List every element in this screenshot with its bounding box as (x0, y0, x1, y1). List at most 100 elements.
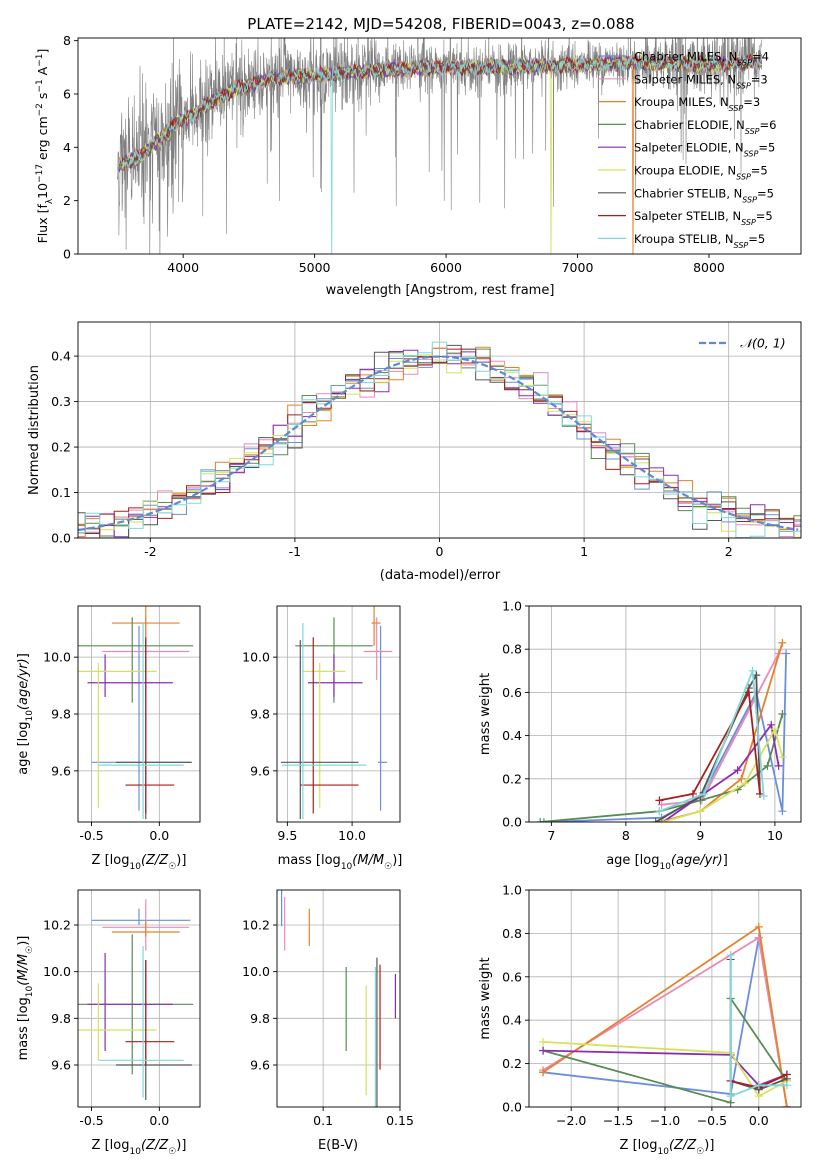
label-part: (age/yr) (16, 658, 31, 710)
label-part: )] (176, 853, 186, 868)
x-tick-label: 10.0 (338, 828, 366, 843)
legend-subscript: SSP (741, 218, 756, 227)
y-axis-label-part: s (35, 93, 50, 104)
y-axis-label-part: ] (35, 49, 50, 54)
y-tick-label: 9.6 (250, 763, 270, 778)
weight-marker (657, 800, 666, 809)
weight-marker (778, 638, 787, 647)
weight-marker (655, 796, 664, 805)
label-part: 10 (657, 1147, 669, 1157)
weight-marker (536, 818, 545, 822)
legend-subscript: SSP (737, 58, 752, 67)
x-tick-label: 5000 (299, 260, 331, 275)
plot-area (117, 38, 763, 254)
mass-vs-EBV-panel: 0.1 0.15 9.6 9.8 10.0 10.2 E(B-V) (242, 889, 414, 1153)
label-part: 10 (25, 710, 35, 722)
label-part: age [log (16, 722, 31, 775)
x-axis-label: wavelength [Angstrom, rest frame] (326, 283, 555, 298)
weight-marker (754, 1081, 763, 1090)
figure-title: PLATE=2142, MJD=54208, FIBERID=0043, z=0… (247, 15, 634, 33)
legend-series-name: Salpeter ELODIE, N (634, 141, 744, 155)
legend-entry: Chabrier ELODIE, NSSP=6 (634, 118, 776, 136)
legend-series-name: Salpeter MILES, N (634, 72, 736, 86)
y-axis-label-part: 10 (35, 183, 50, 199)
y-tick-label: 9.8 (51, 707, 71, 722)
axes-frame (528, 605, 802, 823)
weight-marker (763, 761, 772, 770)
x-tick-label: 0.1 (313, 1113, 333, 1128)
y-tick-label: 10.2 (43, 918, 71, 933)
y-axis-label: mass weight (478, 673, 493, 755)
label-part: 10 (25, 985, 35, 997)
label-part: (Z/Z (669, 1138, 697, 1153)
label-part: 10 (129, 1147, 141, 1157)
weight-marker (726, 1092, 735, 1101)
legend-count: =4 (752, 50, 769, 64)
weight-marker (782, 1081, 791, 1090)
weight-marker (741, 779, 750, 788)
y-axis-label: Normed distribution (27, 365, 42, 495)
y-tick-label: 8 (63, 33, 71, 48)
label-part: ☉ (168, 1147, 176, 1157)
weight-marker (726, 951, 735, 960)
mass-vs-Z-panel: -0.5 0.09.69.810.010.2Z [log10(Z/Z☉)]mass… (16, 889, 201, 1157)
histogram-8 (78, 341, 801, 538)
weight-vs-Z-panel: −2.0 −1.5 −1.0 −0.5 0.0 0.0 0.2 0.4 0.6 0.8 1.0 mas… (478, 883, 802, 1157)
y-tick-label: 0.0 (502, 1100, 522, 1115)
legend-count: =5 (751, 164, 768, 178)
weight-marker (539, 818, 548, 822)
x-tick-label: 8 (622, 828, 630, 843)
weight-marker (748, 666, 757, 675)
y-tick-label: 10.2 (242, 918, 270, 933)
label-part: ] (723, 853, 728, 868)
label-part: mass [log (16, 997, 31, 1060)
weight-marker (782, 1103, 791, 1107)
y-tick-label: 4 (63, 140, 71, 155)
label-part: 10 (341, 862, 353, 872)
label-part: ☉ (384, 862, 392, 872)
model-spectrum-6 (118, 54, 762, 171)
weight-marker (782, 649, 791, 658)
weight-line-7 (659, 689, 761, 802)
label-part: )] (16, 936, 31, 946)
label-part: )] (392, 853, 402, 868)
legend-subscript: SSP (745, 126, 760, 135)
x-tick-label: 0.15 (386, 1113, 414, 1128)
label-part: Z [log (620, 1138, 658, 1153)
model-spectrum-8 (118, 53, 763, 254)
y-tick-label: 0 (63, 247, 71, 262)
x-tick-label: 7 (547, 828, 555, 843)
x-axis-label: Z [log10(Z/Z☉)] (620, 1138, 715, 1157)
legend-count: =5 (757, 186, 774, 200)
y-tick-label: 9.8 (250, 707, 270, 722)
legend-subscript: SSP (729, 104, 744, 113)
legend-entry: Kroupa ELODIE, NSSP=5 (634, 164, 768, 182)
weight-line-0 (543, 653, 787, 822)
weight-line-3 (540, 713, 784, 822)
y-tick-label: 10.0 (242, 964, 270, 979)
legend-series-name: Kroupa STELIB, N (634, 232, 734, 246)
y-axis-label-part: −1 (35, 79, 45, 92)
y-tick-label: 1.0 (502, 599, 522, 614)
y-tick-label: 9.8 (51, 1011, 71, 1026)
weight-marker (778, 807, 787, 816)
weight-marker (759, 792, 768, 801)
y-tick-label: 10.0 (242, 650, 270, 665)
weight-line-8 (729, 955, 787, 1098)
axes-frame (77, 37, 802, 255)
weight-marker (770, 725, 779, 734)
legend-series-name: Chabrier STELIB, N (634, 186, 742, 200)
x-tick-label: 7000 (562, 260, 594, 275)
y-axis-label-part: −2 (35, 103, 45, 116)
weight-marker (651, 818, 660, 822)
legend-entry: Chabrier MILES, NSSP=4 (634, 50, 769, 68)
plot-area (536, 638, 791, 822)
label-part: ☉ (25, 946, 35, 954)
weight-marker (655, 807, 664, 816)
legend-subscript: SSP (736, 172, 751, 181)
age-vs-Z-panel: -0.5 0.09.69.810.0Z [log10(Z/Z☉)]age [log… (16, 605, 201, 872)
weight-line-4 (543, 1049, 788, 1087)
x-axis-label: E(B-V) (318, 1138, 358, 1153)
y-tick-label: 0.4 (502, 728, 522, 743)
plot-area (280, 606, 393, 820)
